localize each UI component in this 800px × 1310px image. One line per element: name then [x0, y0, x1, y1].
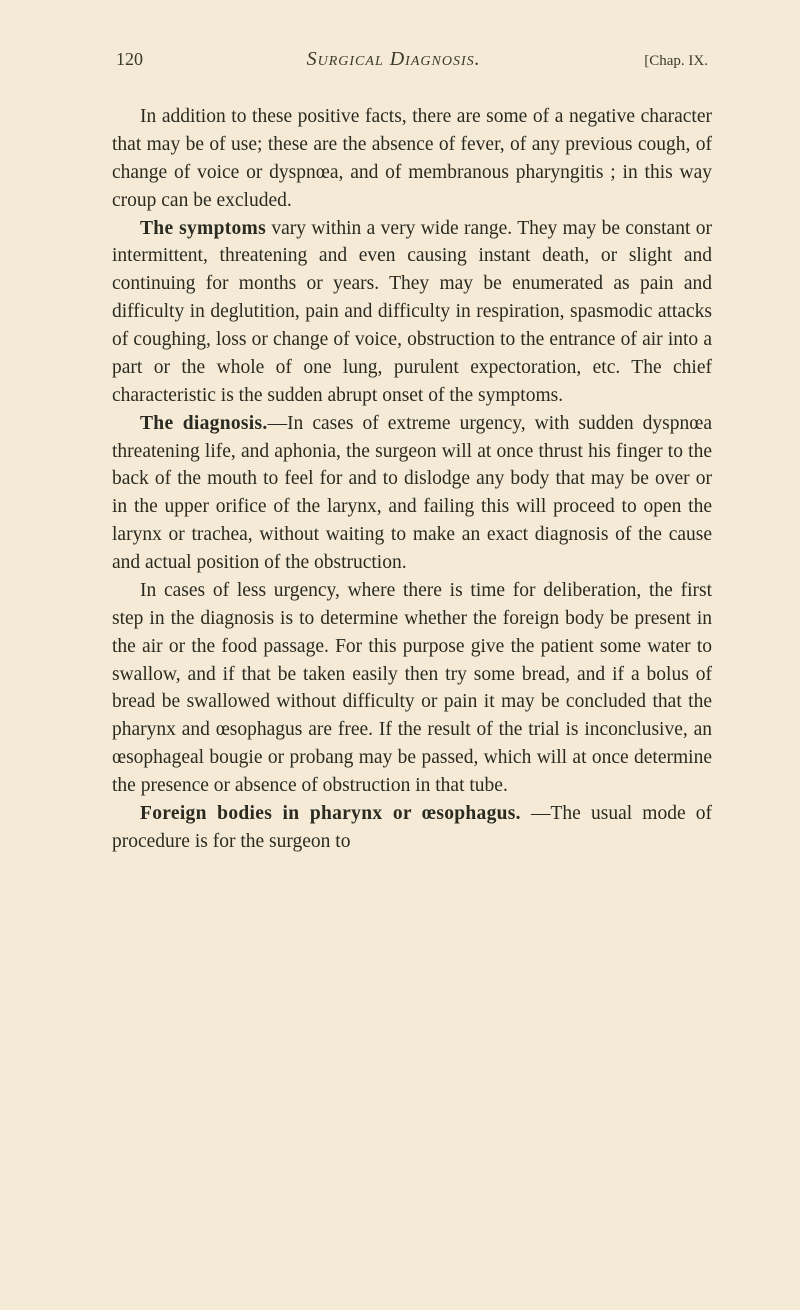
paragraph-3-body: —In cases of extreme urgency, with sudde… [112, 413, 712, 573]
paragraph-5: Foreign bodies in pharynx or œsophagus. … [112, 800, 712, 856]
page-title: Surgical Diagnosis. [307, 48, 481, 71]
page-header: 120 Surgical Diagnosis. [Chap. IX. [112, 48, 712, 71]
paragraph-2: The symptoms vary within a very wide ran… [112, 215, 712, 410]
page-number: 120 [116, 49, 143, 70]
chapter-reference: [Chap. IX. [644, 53, 708, 70]
paragraph-1: In addition to these positive facts, the… [112, 103, 712, 215]
lead-diagnosis: The diagnosis. [140, 413, 268, 434]
paragraph-3: The diagnosis.—In cases of extreme urgen… [112, 410, 712, 577]
paragraph-4: In cases of less urgency, where there is… [112, 577, 712, 800]
lead-symptoms: The symptoms [140, 218, 266, 239]
lead-foreign-bodies: Foreign bodies in pharynx or œsophagus. [140, 803, 521, 824]
paragraph-2-body: vary within a very wide range. They may … [112, 218, 712, 406]
body-text: In addition to these positive facts, the… [112, 103, 712, 856]
